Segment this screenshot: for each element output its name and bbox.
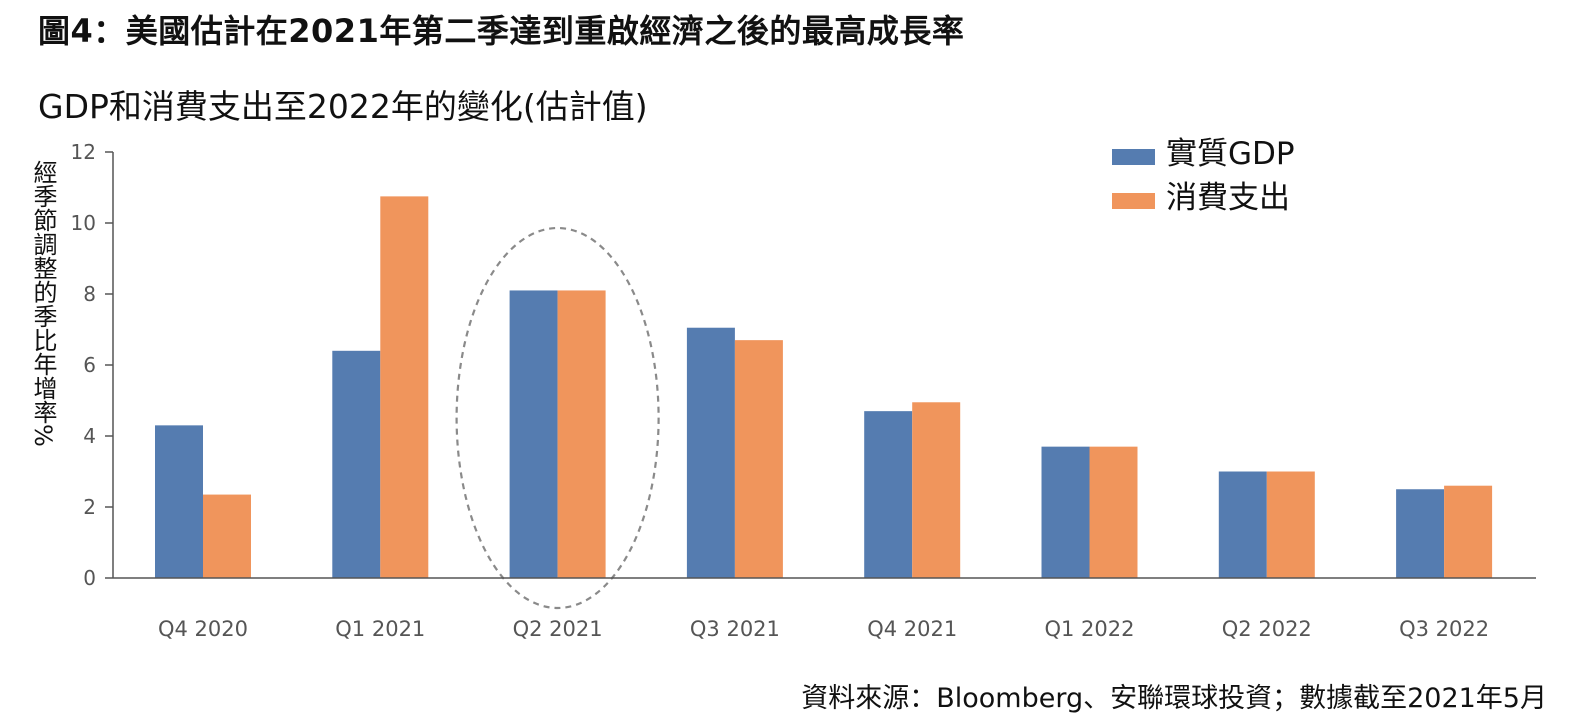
y-tick-label: 2 <box>83 495 96 519</box>
highlight-ellipse <box>455 226 660 610</box>
bar-group <box>686 327 783 578</box>
x-tick-label: Q4 2021 <box>867 617 957 641</box>
y-axis: 0 2 4 6 8 10 12 <box>71 140 114 590</box>
bar-consumer-spending <box>1444 485 1493 578</box>
bar-consumer-spending <box>734 340 783 578</box>
bar-real-gdp <box>155 425 203 578</box>
x-axis: Q4 2020 Q1 2021 Q2 2021 Q3 2021 Q4 2021 Q1 20… <box>113 577 1536 641</box>
bar-real-gdp <box>864 411 913 578</box>
bar-group <box>1218 471 1315 578</box>
chart-title: 圖4：美國估計在2021年第二季達到重啟經濟之後的最高成長率 <box>38 12 965 50</box>
x-tick-label: Q2 2022 <box>1222 617 1312 641</box>
y-tick-label: 10 <box>71 211 96 235</box>
x-tick-label: Q2 2021 <box>513 617 603 641</box>
bar-real-gdp <box>686 327 735 578</box>
bars <box>155 196 1493 578</box>
bar-group <box>864 402 961 578</box>
bar-real-gdp <box>1041 446 1090 578</box>
legend-swatch-real-gdp <box>1112 149 1155 165</box>
bar-real-gdp <box>1396 489 1445 578</box>
y-tick-label: 0 <box>83 566 96 590</box>
legend-label-real-gdp: 實質GDP <box>1166 136 1295 172</box>
bar-consumer-spending <box>203 494 251 578</box>
x-tick-label: Q4 2020 <box>158 617 248 641</box>
highlight-layer <box>455 226 660 610</box>
bar-group <box>1396 485 1493 578</box>
y-tick-label: 4 <box>83 424 96 448</box>
y-tick-label: 8 <box>83 282 96 306</box>
legend-label-consumer-spending: 消費支出 <box>1166 180 1290 216</box>
legend: 實質GDP 消費支出 <box>1112 136 1295 216</box>
x-tick-label: Q3 2022 <box>1399 617 1489 641</box>
y-tick-label: 6 <box>83 353 96 377</box>
bar-consumer-spending <box>1266 471 1315 578</box>
chart-subtitle: GDP和消費支出至2022年的變化(估計值) <box>38 87 648 126</box>
bar-consumer-spending <box>1089 446 1138 578</box>
bar-group <box>332 196 429 578</box>
legend-swatch-consumer-spending <box>1112 193 1155 209</box>
bar-consumer-spending <box>380 196 429 578</box>
bar-real-gdp <box>1218 471 1267 578</box>
bar-real-gdp <box>332 350 381 578</box>
y-tick-label: 12 <box>71 140 96 164</box>
bar-group <box>155 425 251 578</box>
bar-real-gdp <box>509 290 558 578</box>
y-axis-label: 經季節調整的季比年增率% <box>29 160 57 447</box>
bar-group <box>509 290 606 578</box>
x-tick-label: Q3 2021 <box>690 617 780 641</box>
x-tick-label: Q1 2022 <box>1044 617 1134 641</box>
x-tick-label: Q1 2021 <box>335 617 425 641</box>
bar-consumer-spending <box>557 290 606 578</box>
bar-consumer-spending <box>912 402 961 578</box>
source-note: 資料來源：Bloomberg、安聯環球投資；數據截至2021年5月 <box>801 683 1547 714</box>
bar-group <box>1041 446 1138 578</box>
